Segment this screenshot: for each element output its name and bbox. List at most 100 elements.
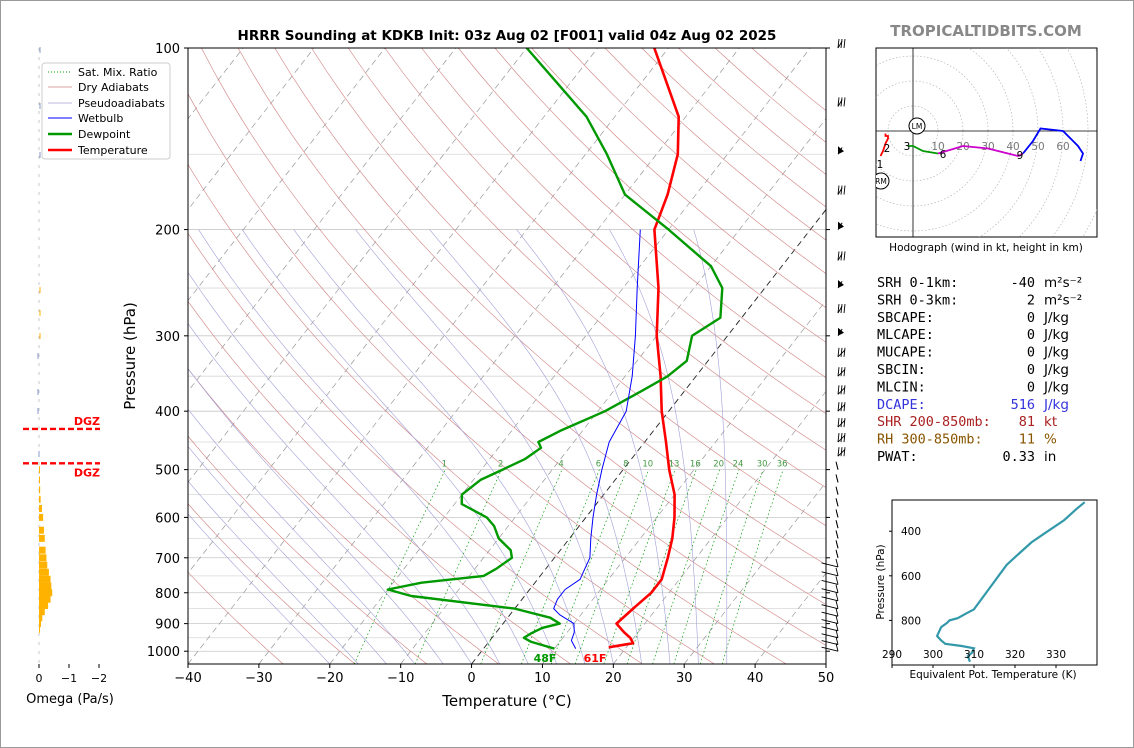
isotherm-line — [329, 48, 811, 664]
wind-barb — [821, 592, 839, 602]
stat-value: -40 — [1011, 275, 1035, 291]
barb-flag — [840, 97, 843, 107]
storm-motion-marker — [908, 117, 926, 135]
mixing-ratio-line — [521, 469, 600, 664]
stat-value: 11 — [1019, 432, 1035, 448]
wind-barb — [837, 251, 846, 261]
barb-staff — [821, 646, 839, 652]
storm-motion-marker — [876, 172, 890, 190]
barb-flag — [837, 402, 840, 412]
stat-unit: J/kg — [1043, 362, 1069, 378]
wind-barb — [821, 576, 839, 585]
mixing-ratio-line — [353, 469, 446, 664]
isotherm-line — [188, 48, 457, 392]
isotherm-line — [0, 48, 30, 664]
pseudoadiabat — [355, 229, 614, 664]
y-tick-label: 800 — [155, 587, 180, 602]
dry-adiabat — [458, 48, 826, 378]
barb-flag — [837, 251, 840, 261]
storm-motion-label: LM — [912, 122, 923, 131]
hodograph-height-label: 3 — [904, 141, 911, 153]
barb-flag — [840, 347, 843, 357]
series-temperature — [608, 48, 681, 649]
hodograph-ring-label: 50 — [1031, 141, 1044, 153]
series-dewpoint — [386, 48, 724, 650]
dgz-label: DGZ — [74, 415, 100, 428]
barb-flag — [835, 486, 839, 495]
barb-flag — [840, 38, 843, 49]
dry-adiabat — [201, 48, 826, 646]
hodograph-ring-label: 20 — [956, 141, 969, 153]
omega-bar — [39, 608, 45, 616]
wind-barb — [835, 486, 839, 495]
stat-value: 516 — [1011, 397, 1035, 413]
stat-unit: J/kg — [1043, 327, 1069, 343]
pseudoadiabat — [241, 229, 557, 664]
mixing-ratio-label: 2 — [498, 460, 503, 470]
mixing-ratio-label: 24 — [733, 460, 744, 470]
barb-flag — [835, 622, 839, 631]
omega-bar — [39, 513, 44, 521]
legend-item-dewpoint: Dewpoint — [78, 128, 131, 141]
barb-flag — [843, 303, 846, 314]
wind-barb — [837, 221, 844, 230]
barb-staff — [821, 562, 839, 568]
theta-e-clip — [935, 501, 1086, 663]
barb-flag — [843, 97, 846, 107]
barb-flag — [837, 418, 840, 428]
theta-e-x-tick-label: 320 — [1005, 649, 1025, 661]
wind-barb — [835, 509, 839, 518]
theta-e-y-label: Pressure (hPa) — [875, 544, 887, 619]
omega-bar — [39, 582, 52, 590]
barb-flag — [835, 608, 839, 617]
wind-barb — [837, 303, 846, 314]
legend-item-pseudo: Pseudoadiabats — [78, 97, 165, 110]
omega-bar — [39, 625, 40, 633]
dry-adiabat — [531, 48, 826, 309]
hodograph-height-label: 2 — [884, 143, 891, 155]
legend: Sat. Mix. Ratio Dry Adiabats Pseudoadiab… — [41, 62, 171, 160]
theta-e-series — [935, 501, 1086, 663]
dry-adiabat — [188, 503, 356, 664]
mixing-ratio-line — [699, 469, 764, 664]
barb-flag — [835, 461, 839, 470]
wind-barb — [837, 146, 844, 155]
mixing-ratio-label: 16 — [690, 460, 701, 470]
omega-tick-label: 0 — [36, 672, 43, 685]
omega-bar — [39, 534, 45, 542]
stat-label: MLCAPE: — [877, 327, 934, 343]
hodograph: 10 20 30 40 50 60 12 3 6 9 LM RM — [876, 48, 1097, 237]
wind-barb — [821, 584, 839, 594]
stat-unit: J/kg — [1043, 397, 1069, 413]
barb-flag — [837, 97, 840, 107]
hodograph-ring-label: 40 — [1006, 141, 1019, 153]
wind-barb — [837, 185, 846, 195]
stat-label: MUCAPE: — [877, 345, 934, 361]
theta-e-y-tick-label: 400 — [901, 526, 921, 538]
x-tick-label: −10 — [387, 671, 414, 686]
y-tick-label: 1000 — [147, 645, 180, 660]
omega-bar — [39, 589, 53, 597]
barb-flag — [835, 592, 839, 601]
barb-flag — [837, 432, 840, 443]
barb-flag — [840, 432, 843, 443]
stat-label: SRH 0-3km: — [877, 292, 958, 308]
barb-flag — [835, 549, 839, 558]
barb-flag — [835, 643, 839, 652]
barb-flag — [835, 567, 839, 576]
barb-staff — [821, 571, 839, 577]
omega-bar — [39, 554, 47, 562]
omega-panel: 0 −1 −2 DGZ DGZ — [23, 47, 107, 685]
barb-staff — [821, 640, 839, 646]
sounding-stats: SRH 0-1km: -40 m²s⁻² SRH 0-3km: 2 m²s⁻² SBCAPE… — [877, 275, 1082, 465]
isotherm-line — [188, 48, 669, 664]
dry-adiabat — [188, 368, 499, 664]
wind-barb — [821, 629, 839, 639]
stat-label: PWAT: — [877, 449, 918, 465]
stat-label: SHR 200-850mb: — [877, 414, 991, 430]
hodograph-ring-label: 60 — [1056, 141, 1069, 153]
barb-flag — [835, 584, 839, 593]
wind-barb — [821, 636, 839, 646]
barb-flag — [837, 185, 840, 195]
